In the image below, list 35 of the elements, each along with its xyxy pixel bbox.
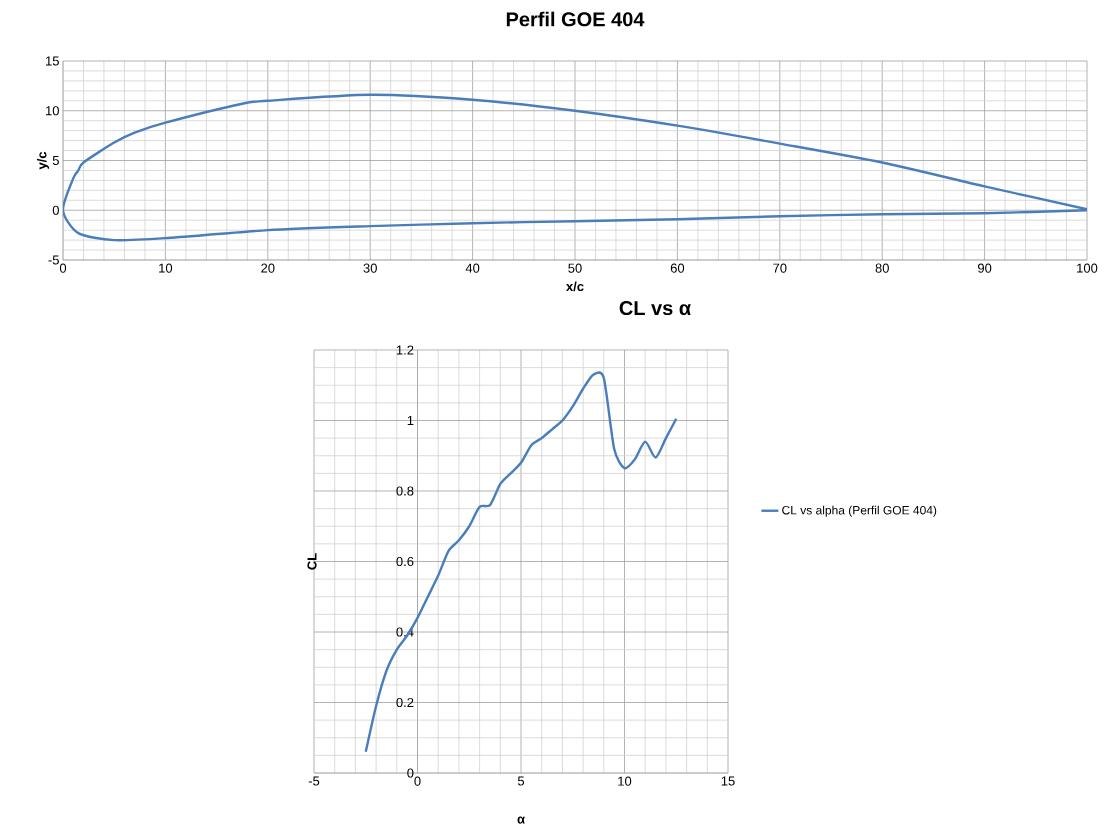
x-tick-label: 70	[773, 263, 787, 273]
x-tick-label: 0	[59, 263, 67, 273]
y-tick-label: 1.2	[396, 345, 414, 355]
y-tick-label: 0.8	[396, 486, 414, 496]
x-tick-label: 40	[465, 263, 480, 273]
x-tick-label: 15	[721, 776, 735, 786]
x-tick-label: 60	[670, 263, 685, 273]
y-axis-title: CL	[307, 553, 317, 570]
y-tick-label: 0.2	[396, 697, 414, 708]
x-axis-title: x/c	[566, 281, 584, 292]
x-tick-label: 90	[977, 263, 992, 273]
y-tick-label: -5	[48, 255, 59, 265]
line-series	[63, 93, 1087, 242]
y-tick-label: 15	[46, 56, 59, 66]
x-axis-title: α	[517, 816, 525, 824]
y-tick-label: 0.6	[396, 556, 414, 567]
y-tick-label: 1	[407, 416, 414, 425]
y-tick-label: 0	[52, 205, 59, 215]
chart-title: Perfil GOE 404	[506, 11, 645, 27]
x-tick-label: 30	[363, 263, 377, 273]
x-tick-label: 80	[875, 263, 889, 273]
x-tick-label: 10	[618, 776, 632, 786]
x-tick-label: 5	[517, 776, 525, 786]
x-tick-label: -5	[308, 776, 320, 786]
x-tick-label: 10	[159, 263, 173, 273]
x-tick-label: 100	[1077, 263, 1098, 273]
legend-label: CL vs alpha (Perfil GOE 404)	[782, 505, 937, 517]
chart-title: CL vs α	[619, 300, 691, 316]
y-tick-label: 10	[46, 106, 59, 116]
x-tick-label: 50	[568, 263, 582, 273]
x-tick-label: 0	[414, 776, 421, 786]
y-tick-label: 5	[52, 155, 59, 166]
y-tick-label: 0	[407, 768, 414, 778]
y-axis-title: y/c	[36, 151, 50, 170]
x-tick-label: 20	[261, 263, 275, 273]
